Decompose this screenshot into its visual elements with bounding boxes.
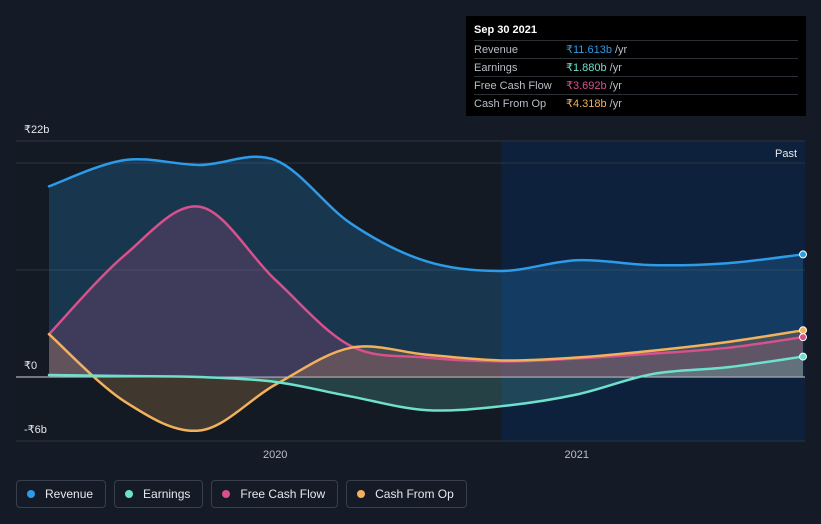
tooltip-value: ₹3.692b (566, 80, 607, 92)
line-free-cash-flow (47, 205, 805, 363)
y-tick-label: ₹0 (24, 360, 37, 372)
tooltip-row-cash-from-op: Cash From Op ₹4.318b /yr (474, 94, 798, 112)
past-region (501, 141, 805, 441)
legend-item-free-cash-flow[interactable]: Free Cash Flow (211, 480, 339, 508)
line-earnings (47, 355, 805, 412)
area-free-cash-flow (49, 206, 803, 377)
x-tick-label: 2021 (565, 449, 589, 461)
tooltip-row-earnings: Earnings ₹1.880b /yr (474, 58, 798, 76)
legend-label: Earnings (143, 487, 191, 501)
tooltip-label: Free Cash Flow (474, 79, 552, 92)
tooltip-value: ₹1.880b (566, 62, 607, 74)
line-revenue (47, 155, 805, 273)
history-region (16, 141, 502, 441)
tooltip-label: Cash From Op (474, 97, 547, 110)
tooltip-unit: /yr (609, 97, 622, 110)
tooltip-label: Earnings (474, 61, 518, 74)
tooltip-value: ₹11.613b (566, 44, 612, 56)
tooltip-unit: /yr (609, 61, 622, 74)
legend-dot-icon (27, 490, 35, 498)
point-cash-from-op (799, 326, 807, 335)
legend-label: Free Cash Flow (240, 487, 326, 501)
legend-label: Cash From Op (375, 487, 454, 501)
x-tick-label: 2020 (263, 449, 287, 461)
point-earnings (799, 352, 807, 361)
past-label: Past (775, 148, 797, 160)
tooltip-row-revenue: Revenue ₹11.613b /yr (474, 40, 798, 58)
legend-item-earnings[interactable]: Earnings (114, 480, 204, 508)
legend-dot-icon (357, 490, 366, 498)
y-tick-label: ₹22b (24, 124, 49, 136)
point-revenue (799, 250, 807, 259)
point-free-cash-flow (799, 333, 807, 342)
legend: Revenue Earnings Free Cash Flow Cash Fro… (16, 480, 467, 508)
tooltip-date: Sep 30 2021 (474, 24, 537, 36)
legend-dot-icon (125, 490, 134, 498)
tooltip-unit: /yr (609, 79, 622, 92)
tooltip: Sep 30 2021 Revenue ₹11.613b /yr Earning… (466, 16, 806, 116)
line-cash-from-op (47, 329, 805, 433)
legend-item-revenue[interactable]: Revenue (16, 480, 107, 508)
legend-item-cash-from-op[interactable]: Cash From Op (346, 480, 467, 508)
tooltip-value: ₹4.318b (566, 98, 607, 110)
y-tick-label: -₹6b (24, 424, 47, 436)
legend-dot-icon (222, 490, 231, 498)
legend-label: Revenue (45, 487, 94, 501)
area-revenue (49, 156, 803, 377)
tooltip-label: Revenue (474, 43, 519, 56)
tooltip-unit: /yr (614, 43, 628, 56)
area-earnings (49, 356, 803, 411)
tooltip-row-free-cash-flow: Free Cash Flow ₹3.692b /yr (474, 76, 798, 94)
